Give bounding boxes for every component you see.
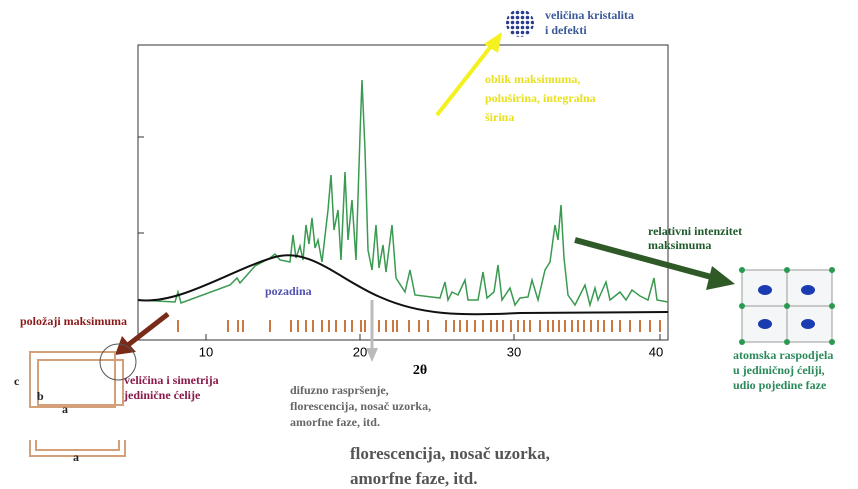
diffuse-label: difuzno raspršenje, — [290, 383, 389, 397]
cell-label: jedinične ćelije — [123, 388, 201, 402]
edge-label: c — [14, 374, 20, 388]
edge-label: b — [37, 389, 44, 403]
positions-label: položaji maksimuma — [20, 314, 127, 328]
diffraction-pattern — [137, 79, 669, 308]
x-axis-label: 2θ — [413, 363, 427, 378]
diffuse-label: florescencija, nosač uzorka, — [290, 399, 431, 413]
diffuse-label: amorfne faze, itd. — [290, 415, 380, 429]
cell-label: veličina i simetrija — [124, 373, 219, 387]
peak-positions — [177, 320, 661, 332]
edge-label: a — [62, 402, 68, 416]
x-tick-label: 10 — [199, 344, 213, 359]
peak-shape-label: poluširina, integralna — [485, 91, 596, 105]
x-tick-label: 30 — [507, 344, 521, 359]
edge-label: a — [73, 450, 79, 464]
diffuse-large-label: amorfne faze, itd. — [350, 469, 477, 488]
atoms-label: u jediničnoj ćeliji, — [733, 363, 825, 377]
intensity-label: relativni intenzitet — [648, 224, 742, 238]
atoms-label: atomska raspodjela — [733, 348, 833, 362]
axis-ticks — [138, 136, 661, 340]
crystallite-icon — [506, 9, 534, 37]
diffuse-large-label: florescencija, nosač uzorka, — [350, 444, 550, 463]
x-tick-label: 40 — [649, 344, 663, 359]
atoms-label: udio pojedine faze — [733, 378, 827, 392]
highlight-circle — [99, 343, 137, 381]
arrows — [115, 32, 735, 362]
crystallite-label: i defekti — [545, 23, 587, 37]
peak-shape-label: širina — [485, 110, 514, 124]
intensity-label: maksimuma — [648, 238, 711, 252]
background-curve — [137, 254, 669, 316]
atomic-cell — [739, 267, 835, 345]
background-label: pozadina — [265, 284, 312, 298]
peak-shape-label: oblik maksimuma, — [485, 72, 580, 86]
plot-frame — [137, 44, 669, 341]
x-tick-label: 20 — [353, 344, 367, 359]
crystallite-label: veličina kristalita — [545, 8, 634, 22]
unit-cell — [29, 351, 126, 457]
